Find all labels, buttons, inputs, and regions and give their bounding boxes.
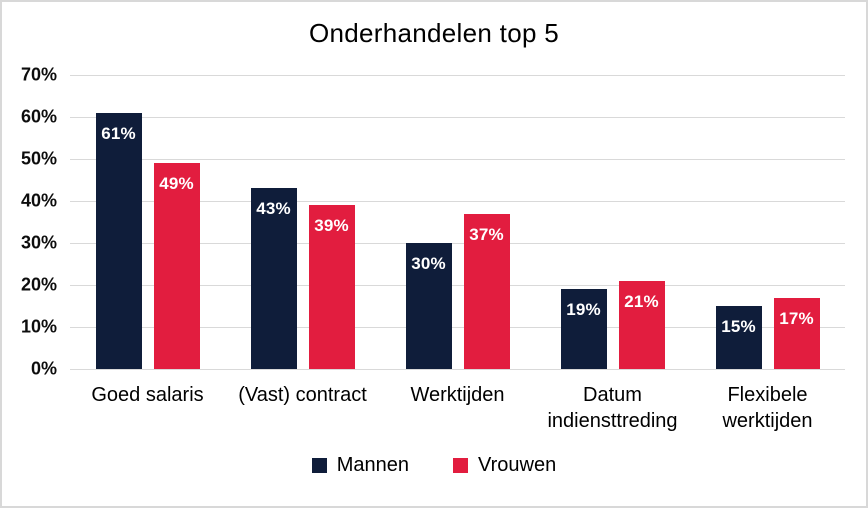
chart-title: Onderhandelen top 5 <box>308 18 559 48</box>
x-axis-labels: Goed salaris (Vast) contract Werktijden Dat… <box>70 382 845 444</box>
bar-vrouwen-3: 37% <box>463 213 510 369</box>
gridline <box>70 116 845 118</box>
legend-swatch-icon <box>311 458 327 473</box>
gridline <box>70 326 845 328</box>
legend-item-mannen: Mannen <box>311 454 410 477</box>
bar-value-label: 39% <box>314 216 349 236</box>
bar-value-label: 37% <box>469 224 504 244</box>
category-label: Flexibele werktijden <box>722 384 813 432</box>
category-label: Goed salaris <box>91 384 204 406</box>
bar-value-label: 21% <box>624 291 659 311</box>
bar-mannen-3: 30% <box>405 243 452 369</box>
gridline <box>70 200 845 202</box>
bar-vrouwen-1: 49% <box>153 163 200 369</box>
bar-vrouwen-4: 21% <box>618 280 665 369</box>
bar-value-label: 43% <box>256 199 291 219</box>
y-axis-tick: 30% <box>20 232 57 253</box>
category-label: Datum indiensttreding <box>547 384 678 432</box>
y-axis-tick: 70% <box>20 64 57 85</box>
category-label: Werktijden <box>410 384 505 406</box>
bar-mannen-1: 61% <box>95 112 142 369</box>
bar-vrouwen-2: 39% <box>308 205 355 369</box>
bar-value-label: 61% <box>101 123 136 143</box>
legend-label: Vrouwen <box>478 454 557 476</box>
plot-area: 0% 10% 20% 30% 40% 50% 60% 70% 61% 49% 43% 39% 30% 37… <box>21 65 845 379</box>
bar-mannen-2: 43% <box>250 188 297 369</box>
gridline <box>70 158 845 160</box>
legend-swatch-icon <box>453 458 469 473</box>
legend-item-vrouwen: Vrouwen <box>453 454 556 477</box>
gridline <box>70 242 845 244</box>
gridline <box>70 74 845 76</box>
bar-value-label: 17% <box>779 308 814 328</box>
y-axis-tick: 0% <box>30 358 57 379</box>
y-axis-tick: 10% <box>20 316 57 337</box>
category-label: (Vast) contract <box>238 384 367 406</box>
gridline <box>70 368 845 370</box>
bar-mannen-5: 15% <box>715 306 762 369</box>
y-axis-tick: 20% <box>20 274 57 295</box>
gridline <box>70 284 845 286</box>
bar-vrouwen-5: 17% <box>773 297 820 369</box>
y-axis-tick: 40% <box>20 190 57 211</box>
legend: Mannen Vrouwen <box>2 454 866 477</box>
bar-value-label: 19% <box>566 300 601 320</box>
bar-value-label: 30% <box>411 254 446 273</box>
legend-label: Mannen <box>336 454 410 476</box>
y-axis-tick: 50% <box>20 148 57 169</box>
bar-mannen-4: 19% <box>560 289 607 369</box>
bar-value-label: 49% <box>159 174 194 194</box>
bar-value-label: 15% <box>721 317 756 336</box>
y-axis-tick: 60% <box>20 106 57 127</box>
